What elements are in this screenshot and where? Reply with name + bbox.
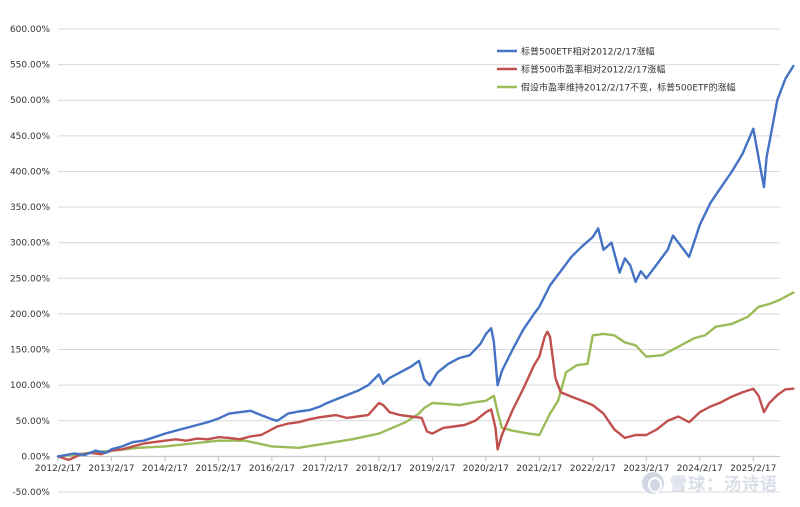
y-tick-label: 150.00%: [10, 346, 50, 356]
x-tick-label: 2014/2/17: [142, 464, 188, 474]
x-tick-label: 2021/2/17: [516, 464, 562, 474]
y-tick-label: 450.00%: [10, 132, 50, 142]
x-tick-label: 2013/2/17: [88, 464, 134, 474]
y-tick-label: 500.00%: [10, 96, 50, 106]
y-tick-label: 400.00%: [10, 167, 50, 177]
y-axis-ticks: 600.00% 550.00% 500.00% 450.00% 400.00% 350.0…: [10, 25, 50, 498]
watermark: 雪球：汤诗语: [642, 470, 778, 495]
series-lines: [56, 64, 795, 462]
x-tick-label: 2024/2/17: [677, 464, 723, 474]
x-tick-label: 2020/2/17: [463, 464, 509, 474]
x-tick-label: 2022/2/17: [570, 464, 616, 474]
x-tick-label: 2017/2/17: [302, 464, 348, 474]
x-tick-label: 2012/2/17: [35, 464, 81, 474]
x-tick-label: 2019/2/17: [409, 464, 455, 474]
y-tick-label: 200.00%: [10, 310, 50, 320]
legend-label: 标普500ETF相对2012/2/17涨幅: [521, 46, 655, 58]
y-tick-label: 350.00%: [10, 203, 50, 213]
y-tick-label: 100.00%: [10, 381, 50, 391]
x-tick-label: 2018/2/17: [356, 464, 402, 474]
y-tick-label: 0.00%: [21, 452, 50, 462]
series-line-1: [56, 64, 795, 458]
gridlines: [58, 28, 780, 493]
y-tick-label: 550.00%: [10, 61, 50, 71]
y-tick-label: 50.00%: [16, 417, 51, 427]
legend-label: 假设市盈率维持2012/2/17不变，标普500ETF的涨幅: [521, 82, 736, 94]
x-tick-label: 2015/2/17: [195, 464, 241, 474]
series-line-2: [56, 330, 795, 462]
x-tick-label: 2023/2/17: [623, 464, 669, 474]
x-tick-label: 2025/2/17: [730, 464, 776, 474]
x-axis-ticks: 2012/2/17 2013/2/17 2014/2/17 2015/2/17 2016…: [35, 457, 776, 474]
x-tick-label: 2016/2/17: [249, 464, 295, 474]
y-tick-label: 300.00%: [10, 239, 50, 249]
y-tick-label: -50.00%: [12, 488, 50, 498]
legend: 标普500ETF相对2012/2/17涨幅标普500市盈率相对2012/2/17…: [497, 46, 736, 94]
snowball-logo-icon: [642, 471, 664, 494]
series-line-3: [56, 291, 795, 458]
legend-label: 标普500市盈率相对2012/2/17涨幅: [521, 64, 665, 76]
y-tick-label: 600.00%: [10, 25, 50, 35]
y-tick-label: 250.00%: [10, 274, 50, 284]
watermark-text: 雪球：汤诗语: [670, 475, 778, 495]
